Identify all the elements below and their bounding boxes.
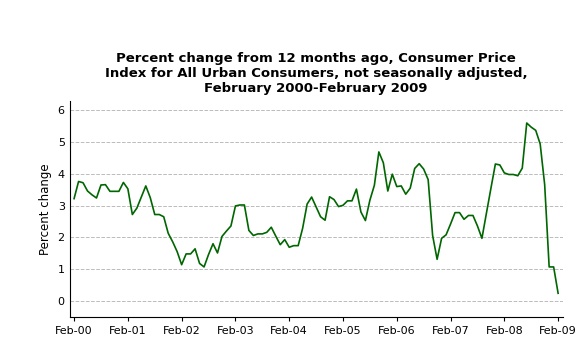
Title: Percent change from 12 months ago, Consumer Price
Index for All Urban Consumers,: Percent change from 12 months ago, Consu… bbox=[105, 53, 527, 95]
Y-axis label: Percent change: Percent change bbox=[39, 163, 52, 255]
